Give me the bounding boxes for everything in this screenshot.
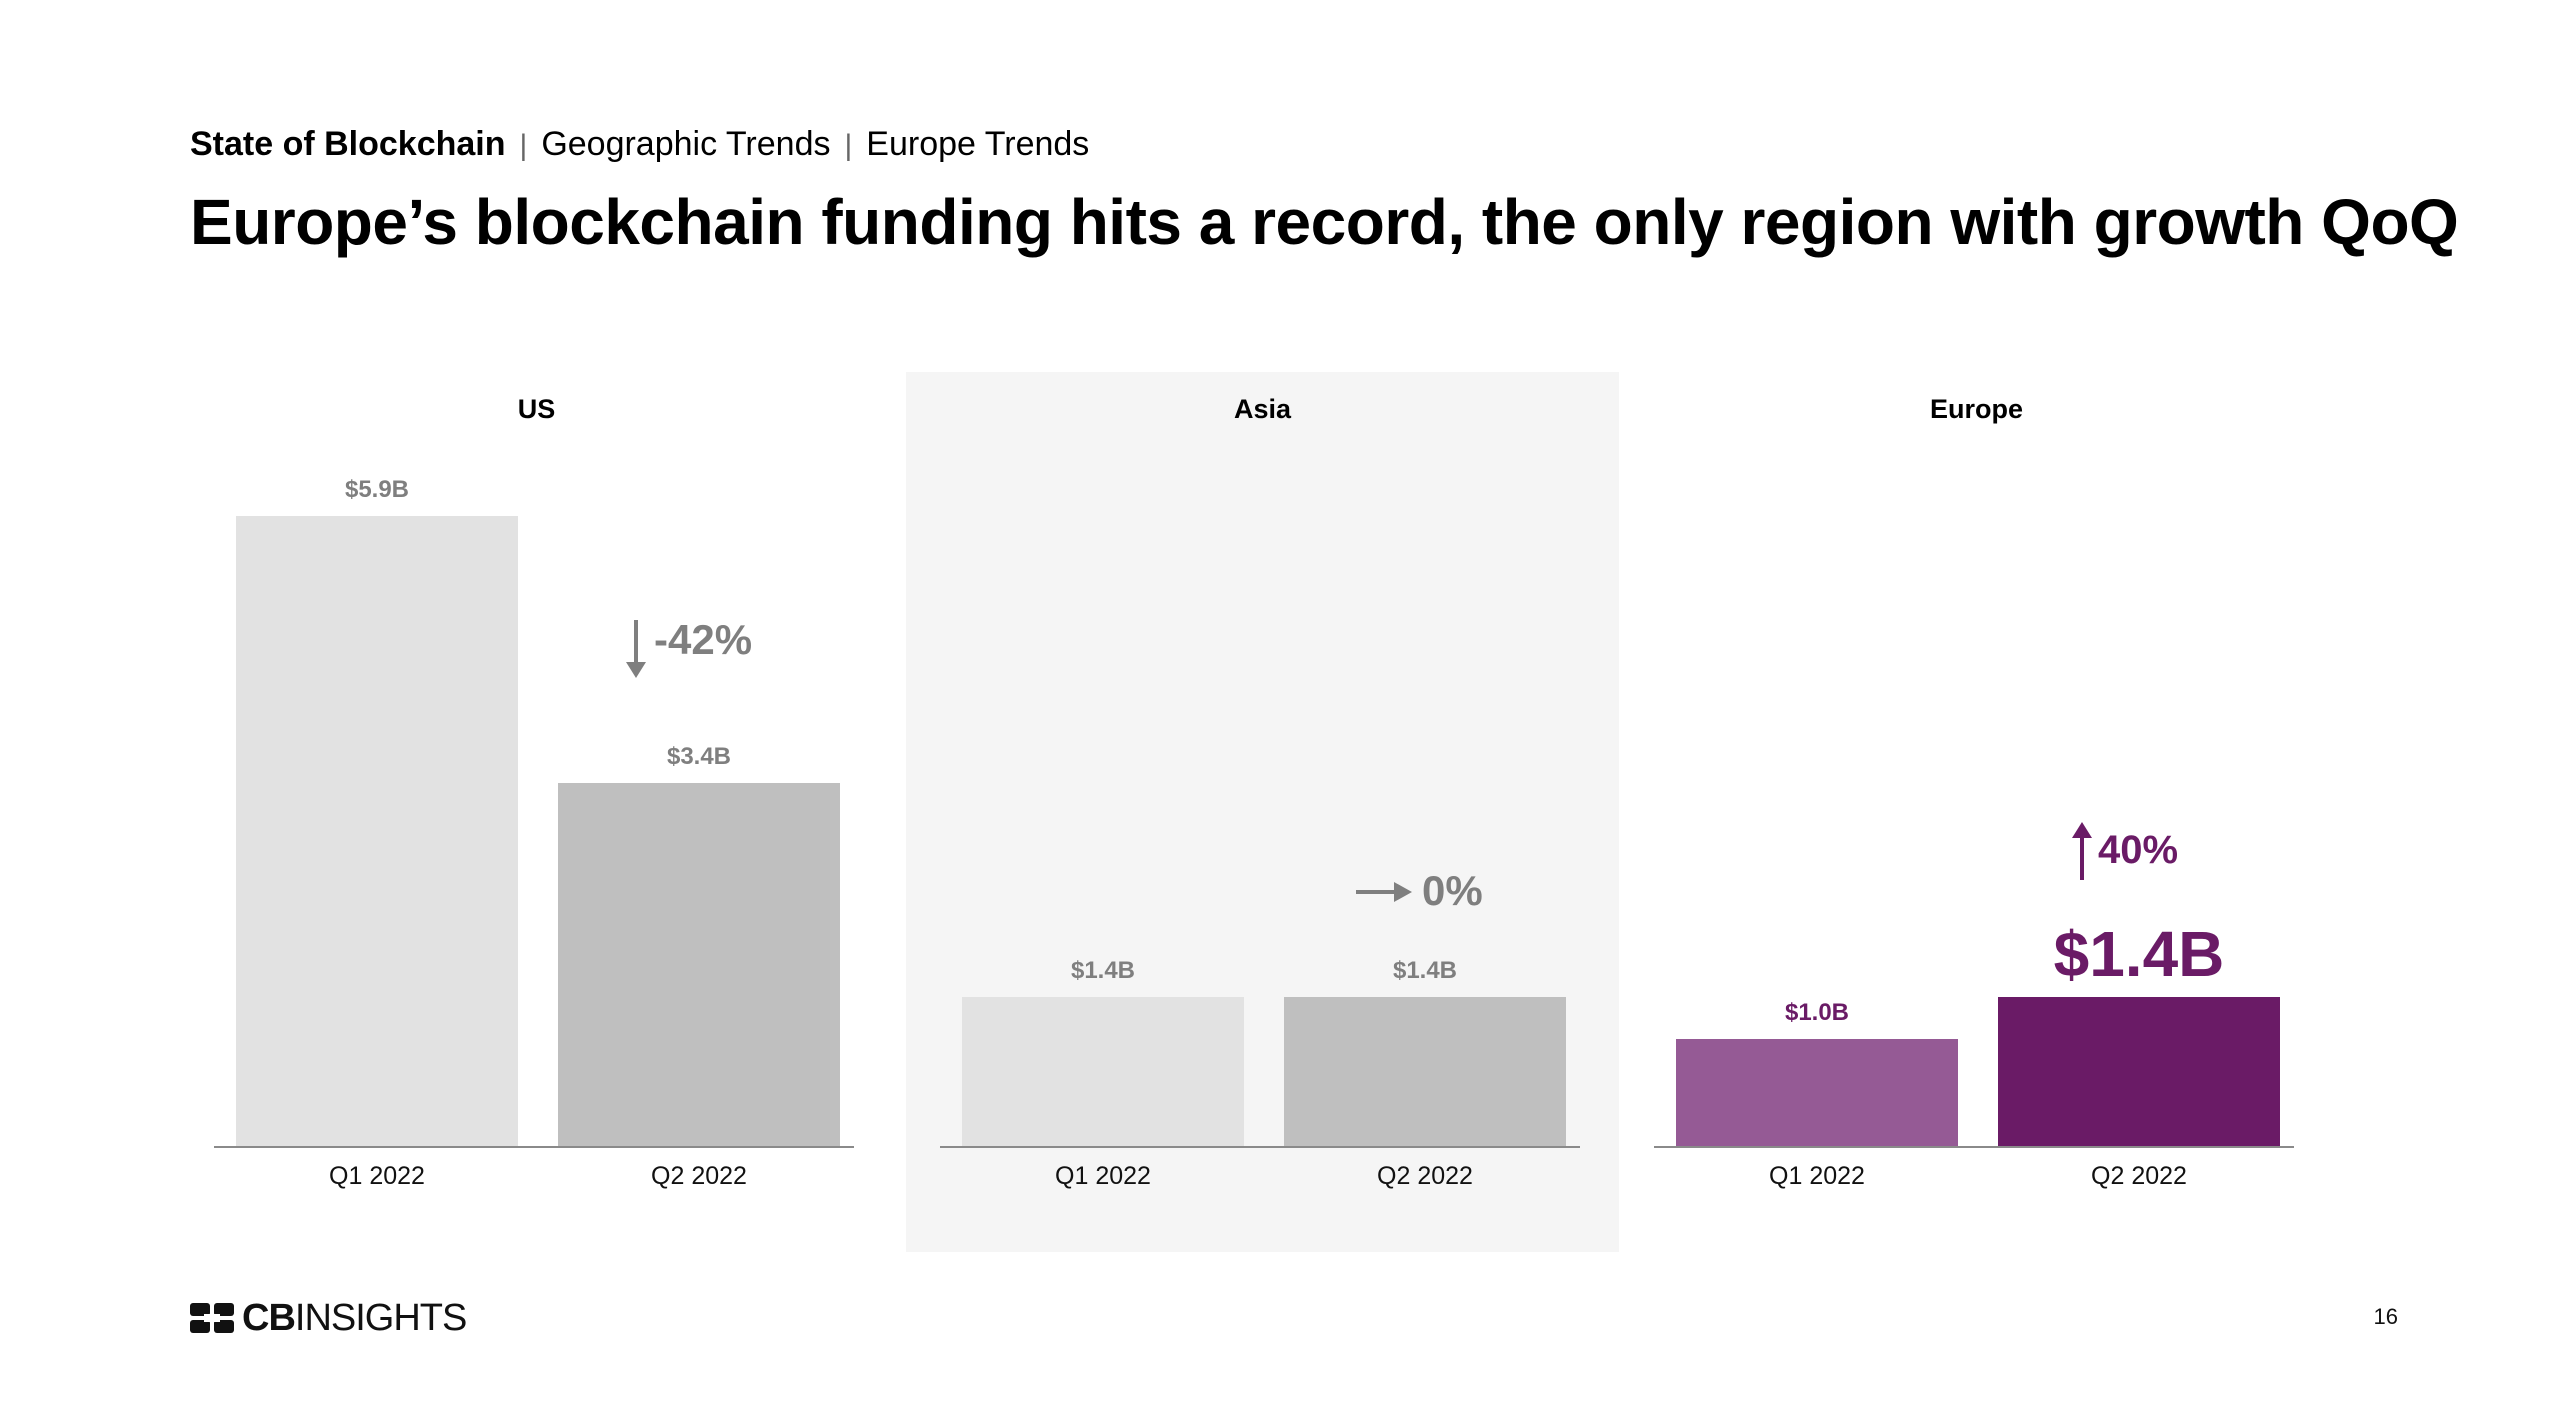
chart-panel-us: US $5.9B Q1 2022 $3.4B Q2 2022 [180, 372, 893, 1252]
bar-asia-q1-2022 [962, 997, 1244, 1146]
data-label-asia-1: $1.4B [1070, 957, 1136, 984]
change-value-europe: 40% [2098, 828, 2179, 872]
bar-asia-q2-2022 [1284, 997, 1566, 1146]
bar-us-q2-2022 [558, 783, 840, 1146]
tick-label-europe-2: Q2 2022 [2091, 1162, 2187, 1190]
change-value-us: -42% [654, 616, 753, 663]
chart-title-asia: Asia [1233, 394, 1292, 424]
chart-panel-asia: Asia $1.4B Q1 2022 $1.4B Q2 2022 [906, 372, 1619, 1252]
logo-text-rest: INSIGHTS [294, 1296, 467, 1339]
tick-label-asia-1: Q1 2022 [1055, 1162, 1151, 1190]
breadcrumb: State of Blockchain | Geographic Trends | Eu… [190, 122, 1089, 168]
arrow-down-icon [626, 620, 646, 678]
x-axis-line-us [214, 1146, 854, 1148]
x-axis-line-asia [940, 1146, 1580, 1148]
change-value-asia: 0% [1422, 867, 1483, 914]
tick-label-europe-1: Q1 2022 [1769, 1162, 1865, 1190]
tick-label-us-1: Q1 2022 [329, 1162, 425, 1190]
cb-insights-logo: CBINSIGHTS [190, 1296, 467, 1340]
data-label-us-1: $5.9B [344, 476, 410, 503]
breadcrumb-level2: Geographic Trends [541, 125, 831, 163]
chart-title-europe: Europe [1929, 394, 2023, 424]
page-number: 16 [2373, 1304, 2398, 1329]
cb-insights-logo-icon [190, 1303, 234, 1333]
data-label-europe-1: $1.0B [1784, 999, 1850, 1026]
breadcrumb-level3: Europe Trends [866, 125, 1090, 163]
bar-europe-q1-2022 [1676, 1039, 1958, 1146]
data-label-asia-2: $1.4B [1392, 957, 1458, 984]
chart-title-us: US [517, 394, 556, 424]
breadcrumb-separator: | [844, 129, 853, 162]
logo-text-bold: CB [242, 1296, 296, 1339]
data-label-europe-2: $1.4B [2053, 918, 2225, 990]
tick-label-us-2: Q2 2022 [651, 1162, 747, 1190]
arrow-flat-icon [1356, 882, 1412, 902]
data-label-us-2: $3.4B [666, 743, 732, 770]
breadcrumb-main: State of Blockchain [190, 125, 506, 163]
tick-label-asia-2: Q2 2022 [1377, 1162, 1473, 1190]
bar-europe-q2-2022 [1998, 997, 2280, 1146]
bar-us-q1-2022 [236, 516, 518, 1146]
breadcrumb-separator: | [519, 129, 528, 162]
x-axis-line-europe [1654, 1146, 2294, 1148]
page-title: Europe’s blockchain funding hits a recor… [190, 186, 2459, 258]
cb-insights-logo-text: CBINSIGHTS [242, 1296, 467, 1340]
arrow-up-icon [2072, 822, 2092, 880]
chart-panel-europe: Europe $1.0B Q1 2022 $1.4B Q2 2022 [1620, 372, 2333, 1252]
